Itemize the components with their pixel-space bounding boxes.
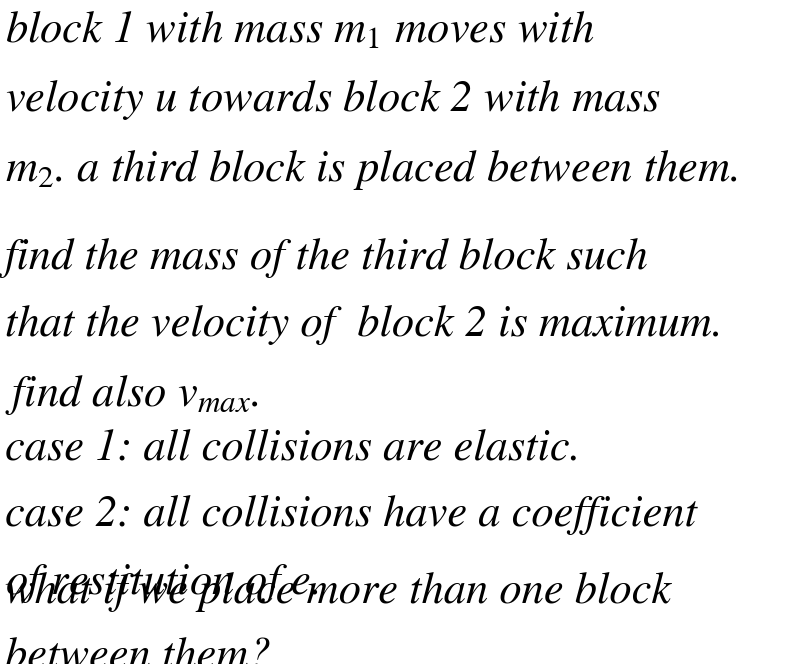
- Text: between them?: between them?: [5, 638, 270, 664]
- Text: case 2: all collisions have a coefficient: case 2: all collisions have a coefficien…: [5, 495, 697, 535]
- Text: what if we place more than one block: what if we place more than one block: [5, 572, 671, 612]
- Text: find also $v_{max}$.: find also $v_{max}$.: [5, 373, 259, 417]
- Text: $m_2$. a third block is placed between them.: $m_2$. a third block is placed between t…: [5, 148, 738, 192]
- Text: of restitution of $e$.: of restitution of $e$.: [5, 562, 318, 605]
- Text: velocity $u$ towards block 2 with mass: velocity $u$ towards block 2 with mass: [5, 78, 661, 122]
- Text: case 1: all collisions are elastic.: case 1: all collisions are elastic.: [5, 430, 581, 470]
- Text: block 1 with mass $m_1$ moves with: block 1 with mass $m_1$ moves with: [5, 10, 594, 51]
- Text: that the velocity of  block 2 is maximum.: that the velocity of block 2 is maximum.: [5, 305, 723, 345]
- Text: find the mass of the third block such: find the mass of the third block such: [5, 238, 649, 278]
